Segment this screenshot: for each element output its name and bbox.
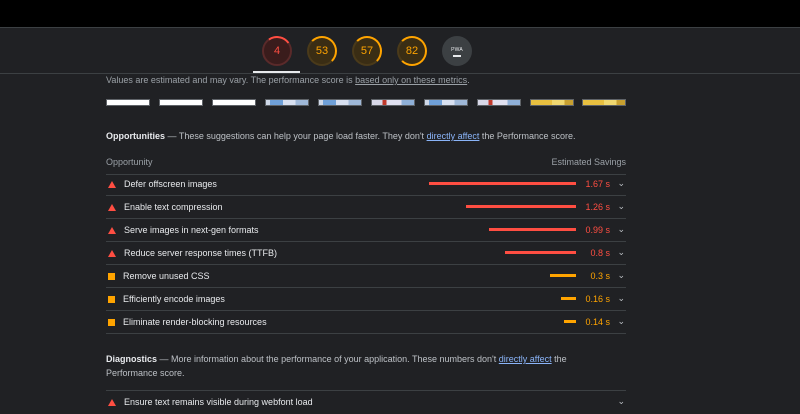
pwa-label: PWA [451, 47, 463, 53]
accessibility-gauge[interactable]: 53 [307, 36, 337, 66]
savings-bar [564, 320, 576, 323]
chevron-down-icon[interactable]: ⌄ [617, 270, 625, 280]
savings-bar [489, 228, 576, 231]
opportunity-title: Enable text compression [124, 202, 223, 212]
active-gauge-indicator [253, 71, 300, 73]
opportunity-column-label: Opportunity [106, 157, 153, 167]
chevron-down-icon[interactable]: ⌄ [617, 316, 625, 326]
opportunity-row[interactable]: Efficiently encode images 0.16 s ⌄ [106, 288, 626, 311]
filmstrip-frame [212, 99, 256, 106]
filmstrip [106, 99, 626, 107]
opportunity-title: Reduce server response times (TTFB) [124, 248, 278, 258]
performance-gauge[interactable]: 4 [259, 33, 295, 69]
square-average-icon [108, 318, 115, 326]
savings-value: 0.8 s [590, 248, 610, 258]
chevron-down-icon[interactable]: ⌄ [617, 224, 625, 234]
metrics-calculator-link[interactable]: based only on these metrics [355, 75, 468, 85]
performance-score: 4 [273, 45, 281, 57]
chevron-down-icon[interactable]: ⌄ [617, 247, 625, 257]
opportunity-row[interactable]: Eliminate render-blocking resources 0.14 … [106, 311, 626, 334]
best-practices-score: 57 [360, 45, 374, 57]
triangle-warning-icon [108, 180, 116, 188]
diagnostics-heading: Diagnostics — More information about the… [106, 354, 567, 378]
savings-value: 0.3 s [590, 271, 610, 281]
triangle-warning-icon [108, 226, 116, 234]
seo-gauge[interactable]: 82 [397, 36, 427, 66]
savings-bar [561, 297, 576, 300]
opportunity-title: Remove unused CSS [123, 271, 210, 281]
filmstrip-frame [530, 99, 574, 106]
square-average-icon [108, 295, 115, 303]
savings-value: 0.16 s [585, 294, 610, 304]
filmstrip-frame [582, 99, 626, 106]
directly-affect-link[interactable]: directly affect [426, 131, 480, 141]
opportunity-row[interactable]: Remove unused CSS 0.3 s ⌄ [106, 265, 626, 288]
pwa-dash-icon [453, 55, 461, 57]
opportunities-heading: Opportunities — These suggestions can he… [106, 131, 576, 141]
estimated-savings-column-label: Estimated Savings [551, 157, 626, 167]
metrics-disclaimer: Values are estimated and may vary. The p… [106, 75, 470, 85]
chevron-down-icon[interactable]: ⌄ [617, 201, 625, 211]
diagnostic-row[interactable]: Ensure text remains visible during webfo… [106, 390, 626, 413]
category-gauges: 4 53 57 82 PWA [0, 33, 800, 74]
chevron-down-icon[interactable]: ⌄ [617, 178, 625, 188]
savings-bar [466, 205, 576, 208]
chevron-down-icon[interactable]: ⌄ [617, 396, 625, 406]
chevron-down-icon[interactable]: ⌄ [617, 293, 625, 303]
filmstrip-frame [371, 99, 415, 106]
triangle-warning-icon [108, 398, 116, 406]
filmstrip-frame [265, 99, 309, 106]
savings-value: 1.67 s [585, 179, 610, 189]
savings-bar [429, 182, 576, 185]
triangle-warning-icon [108, 249, 116, 257]
opportunity-row[interactable]: Serve images in next-gen formats 0.99 s ⌄ [106, 219, 626, 242]
opportunity-title: Defer offscreen images [124, 179, 217, 189]
opportunity-row[interactable]: Reduce server response times (TTFB) 0.8 s… [106, 242, 626, 265]
filmstrip-frame [318, 99, 362, 106]
opportunities-table-header: Opportunity Estimated Savings [106, 157, 626, 175]
pwa-gauge[interactable]: PWA [442, 36, 472, 66]
accessibility-score: 53 [315, 45, 329, 57]
diagnostic-title: Ensure text remains visible during webfo… [124, 397, 313, 407]
seo-score: 82 [405, 45, 419, 57]
savings-value: 0.99 s [585, 225, 610, 235]
diagnostics-directly-affect-link[interactable]: directly affect [498, 354, 552, 364]
triangle-warning-icon [108, 203, 116, 211]
opportunity-row[interactable]: Enable text compression 1.26 s ⌄ [106, 196, 626, 219]
savings-value: 1.26 s [585, 202, 610, 212]
filmstrip-frame [159, 99, 203, 106]
square-average-icon [108, 272, 115, 280]
opportunity-title: Efficiently encode images [123, 294, 225, 304]
filmstrip-frame [477, 99, 521, 106]
opportunity-title: Eliminate render-blocking resources [123, 317, 267, 327]
browser-top-bar [0, 0, 800, 28]
savings-bar [550, 274, 576, 277]
best-practices-gauge[interactable]: 57 [352, 36, 382, 66]
savings-bar [505, 251, 576, 254]
filmstrip-frame [106, 99, 150, 106]
opportunity-title: Serve images in next-gen formats [124, 225, 259, 235]
opportunity-row[interactable]: Defer offscreen images 1.67 s ⌄ [106, 173, 626, 196]
savings-value: 0.14 s [585, 317, 610, 327]
filmstrip-frame [424, 99, 468, 106]
